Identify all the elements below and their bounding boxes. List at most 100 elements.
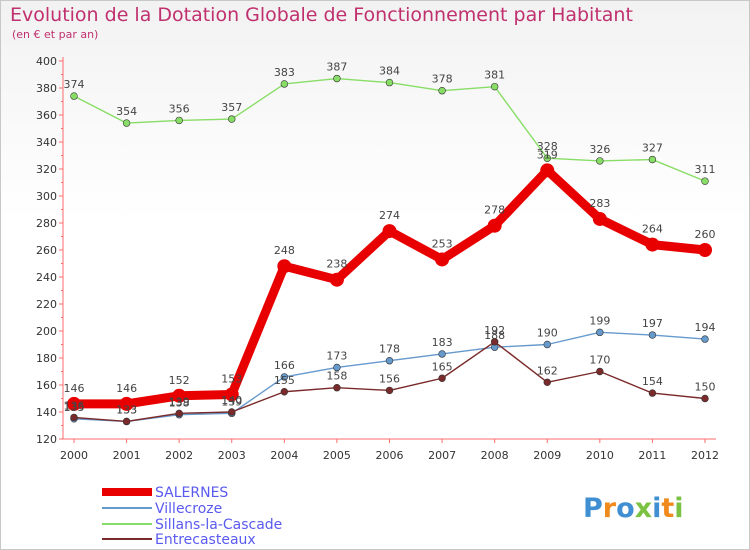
y-tick-label: 260 — [36, 244, 57, 257]
point-entrecasteaux — [596, 367, 604, 376]
data-label-sillans-la-cascade: 311 — [695, 163, 716, 176]
series-line-salernes — [69, 165, 710, 409]
data-label-villecroze: 133 — [116, 403, 137, 416]
data-label-sillans-la-cascade: 383 — [274, 66, 295, 79]
data-label-entrecasteaux: 136 — [64, 399, 85, 412]
data-label-entrecasteaux: 192 — [484, 324, 505, 337]
x-tick-label: 2012 — [691, 449, 719, 462]
data-label-salernes: 152 — [169, 374, 190, 387]
point-entrecasteaux — [701, 394, 709, 403]
y-tick-label: 340 — [36, 136, 57, 149]
point-villecroze — [438, 350, 446, 358]
data-label-villecroze: 183 — [432, 336, 453, 349]
data-label-villecroze: 194 — [695, 321, 716, 334]
data-label-entrecasteaux: 154 — [642, 375, 663, 388]
point-sillans-la-cascade — [438, 86, 446, 95]
logo-letter: r — [603, 493, 617, 524]
data-label-sillans-la-cascade: 356 — [169, 102, 190, 115]
point-salernes — [67, 396, 81, 411]
y-tick-label: 400 — [36, 55, 57, 68]
data-label-sillans-la-cascade: 357 — [221, 101, 242, 114]
x-tick-label: 2008 — [481, 449, 509, 462]
data-label-sillans-la-cascade: 378 — [432, 73, 453, 86]
y-tick-label: 180 — [36, 352, 57, 365]
point-entrecasteaux — [122, 417, 131, 426]
y-tick-label: 160 — [36, 379, 57, 392]
data-label-entrecasteaux: 170 — [589, 354, 610, 367]
data-label-villecroze: 166 — [274, 359, 295, 372]
y-tick-label: 380 — [36, 82, 57, 95]
point-entrecasteaux — [280, 388, 289, 396]
data-label-entrecasteaux: 156 — [379, 372, 400, 385]
proxiti-logo: Proxiti — [583, 493, 684, 524]
y-tick-label: 280 — [36, 217, 57, 230]
point-villecroze — [543, 340, 551, 349]
point-sillans-la-cascade — [490, 82, 499, 91]
data-label-sillans-la-cascade: 387 — [326, 61, 347, 74]
point-salernes — [382, 224, 397, 239]
data-label-salernes: 274 — [379, 209, 400, 222]
point-villecroze — [596, 328, 604, 337]
data-label-salernes: 278 — [484, 204, 505, 217]
point-entrecasteaux — [333, 384, 341, 392]
data-label-entrecasteaux: 165 — [432, 360, 453, 373]
data-label-villecroze: 138 — [169, 397, 190, 410]
data-label-entrecasteaux: 139 — [169, 395, 190, 408]
x-tick-label: 2011 — [638, 449, 666, 462]
logo-letter: t — [661, 493, 674, 524]
y-tick-label: 360 — [36, 109, 57, 122]
data-label-villecroze: 139 — [221, 395, 242, 408]
point-salernes — [224, 387, 239, 402]
data-label-entrecasteaux: 155 — [274, 374, 295, 387]
x-tick-label: 2010 — [586, 449, 614, 462]
data-label-entrecasteaux: 150 — [695, 381, 716, 394]
data-label-salernes: 319 — [537, 148, 558, 161]
point-salernes — [487, 218, 502, 233]
point-sillans-la-cascade — [385, 78, 394, 87]
y-tick-label: 200 — [36, 325, 57, 338]
data-label-villecroze: 190 — [537, 327, 558, 340]
data-label-villecroze: 178 — [379, 343, 400, 356]
point-sillans-la-cascade — [543, 154, 551, 162]
point-salernes — [172, 388, 187, 403]
x-tick-label: 2004 — [270, 449, 298, 462]
point-villecroze — [701, 335, 709, 343]
data-label-entrecasteaux: 162 — [537, 364, 558, 377]
data-label-salernes: 260 — [695, 228, 716, 241]
point-entrecasteaux — [385, 386, 394, 395]
legend-label-villecroze: Villecroze — [155, 501, 222, 517]
x-tick-label: 2001 — [113, 449, 141, 462]
axes: 120 140 160 180 200 220 240 260 280 300 320 340 360 3… — [36, 55, 719, 462]
data-label-villecroze: 188 — [484, 329, 505, 342]
point-salernes — [645, 237, 660, 252]
point-entrecasteaux — [175, 409, 183, 418]
point-sillans-la-cascade — [228, 115, 236, 123]
x-tick-label: 2007 — [428, 449, 456, 462]
x-tick-label: 2009 — [533, 449, 561, 462]
y-tick-label: 220 — [36, 298, 57, 311]
series-line-sillans-la-cascade — [73, 77, 706, 182]
data-label-salernes: 153 — [221, 372, 242, 385]
x-tick-label: 2002 — [165, 449, 193, 462]
logo-letter: P — [583, 493, 603, 524]
point-villecroze — [648, 331, 657, 339]
legend: SALERNESVillecrozeSillans-la-CascadeEntr… — [102, 485, 282, 548]
series-layer — [67, 74, 712, 426]
data-label-salernes: 238 — [326, 258, 347, 271]
data-label-salernes: 248 — [274, 244, 295, 257]
logo-letter: o — [616, 493, 635, 524]
point-sillans-la-cascade — [280, 80, 289, 88]
point-entrecasteaux — [70, 413, 78, 422]
data-label-salernes: 264 — [642, 223, 663, 236]
chart-subtitle: (en € et par an) — [12, 28, 99, 41]
point-entrecasteaux — [438, 374, 446, 382]
point-entrecasteaux — [490, 338, 499, 346]
point-entrecasteaux — [228, 408, 236, 416]
point-sillans-la-cascade — [175, 116, 183, 125]
point-entrecasteaux — [648, 389, 657, 397]
data-label-villecroze: 199 — [589, 314, 610, 327]
x-tick-label: 2000 — [60, 449, 88, 462]
x-tick-label: 2006 — [376, 449, 404, 462]
point-sillans-la-cascade — [596, 157, 604, 165]
